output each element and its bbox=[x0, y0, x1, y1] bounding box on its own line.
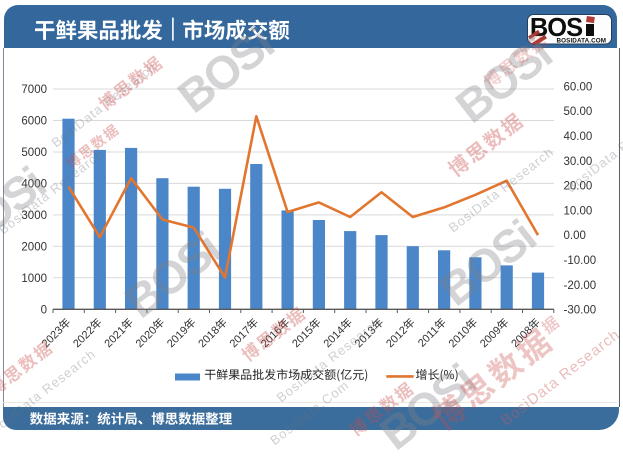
svg-text:2010: 2010 bbox=[447, 324, 473, 350]
svg-text:5000: 5000 bbox=[21, 147, 47, 159]
svg-text:2022: 2022 bbox=[71, 324, 97, 350]
svg-text:30.00: 30.00 bbox=[564, 156, 593, 168]
svg-text:6000: 6000 bbox=[21, 116, 47, 128]
svg-text:2019: 2019 bbox=[165, 324, 191, 350]
svg-text:10.00: 10.00 bbox=[564, 205, 593, 217]
svg-text:-30.00: -30.00 bbox=[564, 305, 597, 317]
svg-text:2000: 2000 bbox=[21, 241, 47, 253]
svg-text:-10.00: -10.00 bbox=[564, 255, 597, 267]
svg-text:2023: 2023 bbox=[40, 324, 66, 350]
svg-text:BOS: BOS bbox=[530, 14, 583, 42]
svg-text:7000: 7000 bbox=[21, 84, 47, 96]
svg-text:60.00: 60.00 bbox=[564, 81, 593, 93]
svg-text:2018: 2018 bbox=[196, 324, 222, 350]
svg-text:2014: 2014 bbox=[322, 324, 348, 350]
svg-text:2015: 2015 bbox=[290, 324, 316, 350]
svg-text:2021: 2021 bbox=[102, 324, 128, 350]
svg-text:2008: 2008 bbox=[509, 324, 535, 350]
svg-text:0: 0 bbox=[41, 304, 47, 316]
svg-text:BOSIDATA.COM: BOSIDATA.COM bbox=[557, 37, 607, 44]
svg-text:2009: 2009 bbox=[478, 324, 504, 350]
svg-text:2013: 2013 bbox=[353, 324, 379, 350]
svg-text:20.00: 20.00 bbox=[564, 181, 593, 193]
svg-text:2016: 2016 bbox=[259, 324, 285, 350]
svg-text:1000: 1000 bbox=[21, 273, 47, 285]
svg-text:40.00: 40.00 bbox=[564, 131, 593, 143]
svg-text:3000: 3000 bbox=[21, 210, 47, 222]
svg-text:2012: 2012 bbox=[384, 324, 410, 350]
svg-text:0.00: 0.00 bbox=[564, 230, 586, 242]
svg-text:2017: 2017 bbox=[228, 324, 254, 350]
svg-text:4000: 4000 bbox=[21, 178, 47, 190]
svg-text:-20.00: -20.00 bbox=[564, 280, 597, 292]
svg-text:50.00: 50.00 bbox=[564, 106, 593, 118]
svg-text:2020: 2020 bbox=[134, 324, 160, 350]
svg-text:2011: 2011 bbox=[416, 324, 441, 349]
